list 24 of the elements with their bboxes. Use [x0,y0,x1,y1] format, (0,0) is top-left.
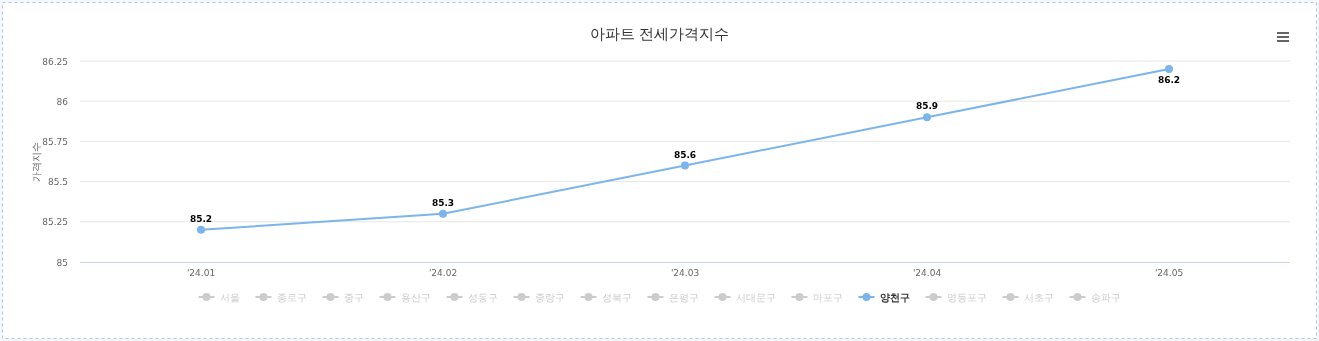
point [439,209,447,218]
data-label: 85.3 [431,197,455,208]
data-label: 85.9 [915,101,939,112]
point [923,113,931,122]
data-label: 86.2 [1157,75,1181,86]
data-label: 85.6 [673,149,697,160]
point [197,225,205,234]
chart-title: 아파트 전세가격지수 [589,25,730,43]
x-tick-label: '24.04 [912,268,942,278]
point [681,161,689,170]
x-tick-label: '24.02 [428,268,458,278]
y-tick-label: 85.75 [42,136,68,147]
y-tick-label: 86 [56,96,69,107]
y-tick-label: 85.5 [47,177,68,188]
y-tick-label: 85 [56,257,68,268]
x-tick-label: '24.03 [670,268,700,278]
point [1165,65,1173,74]
y-tick-label: 86.25 [42,56,68,67]
x-tick-label: '24.01 [186,268,216,278]
legend-label: 양천구 [879,292,910,303]
x-tick-label: '24.05 [1154,268,1184,278]
data-label: 85.2 [189,213,213,224]
y-tick-label: 85.25 [42,217,68,228]
y-axis-title: 가격지수 [31,142,42,182]
